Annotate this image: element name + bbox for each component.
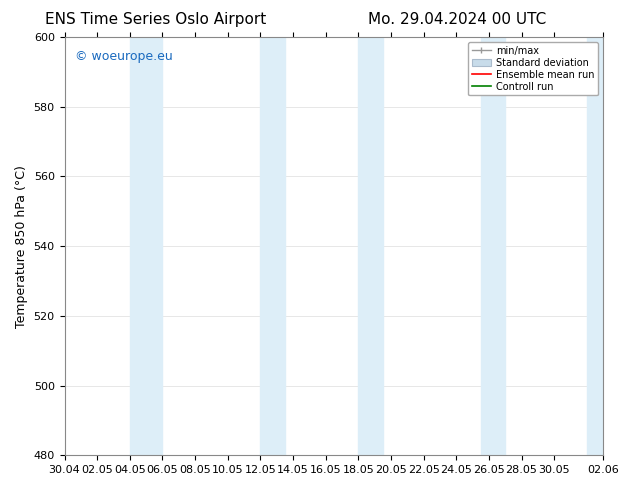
Bar	[130, 37, 162, 455]
Bar	[481, 37, 505, 455]
Legend: min/max, Standard deviation, Ensemble mean run, Controll run: min/max, Standard deviation, Ensemble me…	[468, 42, 598, 96]
Bar	[261, 37, 285, 455]
Bar	[358, 37, 383, 455]
Text: ENS Time Series Oslo Airport: ENS Time Series Oslo Airport	[45, 12, 266, 27]
Y-axis label: Temperature 850 hPa (°C): Temperature 850 hPa (°C)	[15, 165, 28, 328]
Bar	[587, 37, 619, 455]
Text: © woeurope.eu: © woeurope.eu	[75, 49, 173, 63]
Text: Mo. 29.04.2024 00 UTC: Mo. 29.04.2024 00 UTC	[368, 12, 546, 27]
